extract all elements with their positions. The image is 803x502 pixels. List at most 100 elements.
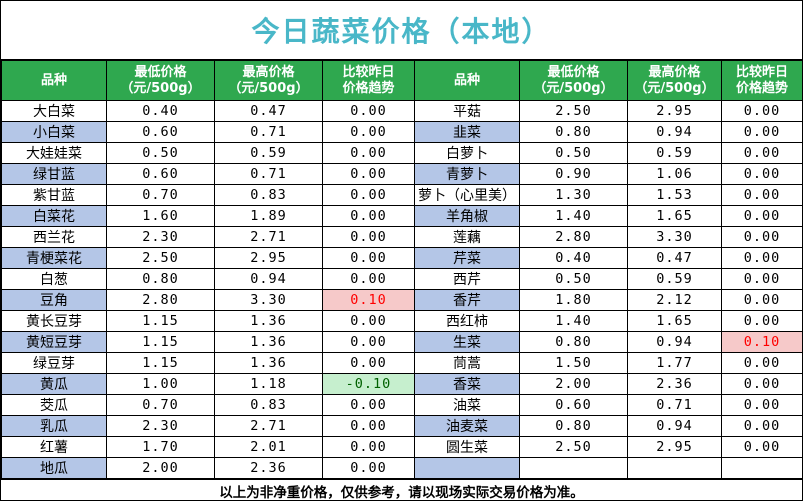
left-name-cell: 黄瓜 [1,373,107,395]
right-name-cell: 白萝卜 [414,142,520,164]
right-change-cell: 0.00 [721,163,803,185]
left-max-cell: 1.18 [214,373,323,395]
right-change-cell: 0.00 [721,289,803,311]
table-row: 乳瓜 2.30 2.71 0.00 油麦菜 0.80 0.94 0.00 [1,415,803,437]
left-change-cell: 0.00 [322,247,415,269]
left-name-cell: 黄长豆芽 [1,310,107,332]
left-max-cell: 0.71 [214,121,323,143]
left-min-cell: 1.60 [106,205,215,227]
left-change-cell: 0.00 [322,436,415,458]
table-row: 大白菜 0.40 0.47 0.00 平菇 2.50 2.95 0.00 [1,100,803,122]
right-change-cell: 0.00 [721,184,803,206]
header-max-right: 最高价格 （元/500g） [627,60,722,101]
right-min-cell: 0.80 [519,121,628,143]
left-change-cell: 0.00 [322,331,415,353]
right-name-cell: 西红柿 [414,310,520,332]
left-min-cell: 2.50 [106,247,215,269]
right-max-cell: 0.59 [627,142,722,164]
right-min-cell: 2.00 [519,373,628,395]
table-row: 白菜花 1.60 1.89 0.00 羊角椒 1.40 1.65 0.00 [1,205,803,227]
right-min-cell: 1.80 [519,289,628,311]
left-name-cell: 紫甘蓝 [1,184,107,206]
left-min-cell: 1.15 [106,352,215,374]
right-min-cell: 0.80 [519,415,628,437]
right-min-cell: 0.50 [519,142,628,164]
table-row: 红薯 1.70 2.01 0.00 圆生菜 2.50 2.95 0.00 [1,436,803,458]
left-max-cell: 2.71 [214,415,323,437]
right-name-cell: 莲藕 [414,226,520,248]
left-min-cell: 1.00 [106,373,215,395]
left-name-cell: 青梗菜花 [1,247,107,269]
table-row: 紫甘蓝 0.70 0.83 0.00 萝卜（心里美） 1.30 1.53 0.00 [1,184,803,206]
right-name-cell: 油菜 [414,394,520,416]
price-table: 品种 最低价格 （元/500g） 最高价格 （元/500g） 比较昨日 价格趋势 品种… [1,60,803,479]
left-name-cell: 白菜花 [1,205,107,227]
right-min-cell: 2.50 [519,436,628,458]
right-change-cell: 0.00 [721,268,803,290]
left-change-cell: 0.00 [322,415,415,437]
left-name-cell: 大娃娃菜 [1,142,107,164]
left-max-cell: 0.83 [214,394,323,416]
right-min-cell: 1.50 [519,352,628,374]
table-row: 黄短豆芽 1.15 1.36 0.00 生菜 0.80 0.94 0.10 [1,331,803,353]
right-min-cell: 2.80 [519,226,628,248]
table-row: 青梗菜花 2.50 2.95 0.00 芹菜 0.40 0.47 0.00 [1,247,803,269]
right-max-cell: 1.65 [627,205,722,227]
table-row: 大娃娃菜 0.50 0.59 0.00 白萝卜 0.50 0.59 0.00 [1,142,803,164]
right-min-cell: 0.60 [519,394,628,416]
left-min-cell: 1.15 [106,331,215,353]
left-min-cell: 0.40 [106,100,215,122]
right-max-cell: 2.36 [627,373,722,395]
right-change-cell: 0.00 [721,247,803,269]
right-max-cell: 0.59 [627,268,722,290]
left-min-cell: 2.30 [106,226,215,248]
left-name-cell: 白葱 [1,268,107,290]
right-max-cell: 2.12 [627,289,722,311]
right-max-cell: 3.30 [627,226,722,248]
left-name-cell: 小白菜 [1,121,107,143]
table-row: 白葱 0.80 0.94 0.00 西芹 0.50 0.59 0.00 [1,268,803,290]
right-max-cell: 0.94 [627,415,722,437]
right-change-cell: 0.00 [721,373,803,395]
right-change-cell [721,457,803,479]
header-min-right: 最低价格 （元/500g） [519,60,628,101]
left-change-cell: 0.00 [322,352,415,374]
left-change-cell: 0.00 [322,268,415,290]
left-name-cell: 西兰花 [1,226,107,248]
left-min-cell: 1.15 [106,310,215,332]
left-name-cell: 绿甘蓝 [1,163,107,185]
table-body: 大白菜 0.40 0.47 0.00 平菇 2.50 2.95 0.00 小白菜 0.60 0.71… [1,100,803,479]
left-max-cell: 0.59 [214,142,323,164]
left-change-cell: 0.00 [322,184,415,206]
left-min-cell: 0.60 [106,121,215,143]
right-min-cell: 0.40 [519,247,628,269]
left-change-cell: 0.00 [322,457,415,479]
right-change-cell: 0.00 [721,205,803,227]
left-name-cell: 茭瓜 [1,394,107,416]
right-max-cell: 1.53 [627,184,722,206]
left-max-cell: 2.95 [214,247,323,269]
left-max-cell: 0.83 [214,184,323,206]
right-max-cell [627,457,722,479]
right-change-cell: 0.00 [721,436,803,458]
left-max-cell: 1.89 [214,205,323,227]
header-row: 品种 最低价格 （元/500g） 最高价格 （元/500g） 比较昨日 价格趋势 品种… [1,60,803,101]
left-max-cell: 1.36 [214,352,323,374]
left-change-cell: 0.00 [322,163,415,185]
left-change-cell: 0.00 [322,100,415,122]
page-title: 今日蔬菜价格（本地） [1,1,802,60]
left-max-cell: 0.71 [214,163,323,185]
left-name-cell: 红薯 [1,436,107,458]
left-max-cell: 0.94 [214,268,323,290]
left-min-cell: 2.30 [106,415,215,437]
left-max-cell: 0.47 [214,100,323,122]
right-name-cell: 圆生菜 [414,436,520,458]
right-min-cell [519,457,628,479]
left-min-cell: 1.70 [106,436,215,458]
left-max-cell: 2.71 [214,226,323,248]
right-min-cell: 2.50 [519,100,628,122]
right-max-cell: 1.06 [627,163,722,185]
left-min-cell: 0.70 [106,184,215,206]
left-max-cell: 2.36 [214,457,323,479]
